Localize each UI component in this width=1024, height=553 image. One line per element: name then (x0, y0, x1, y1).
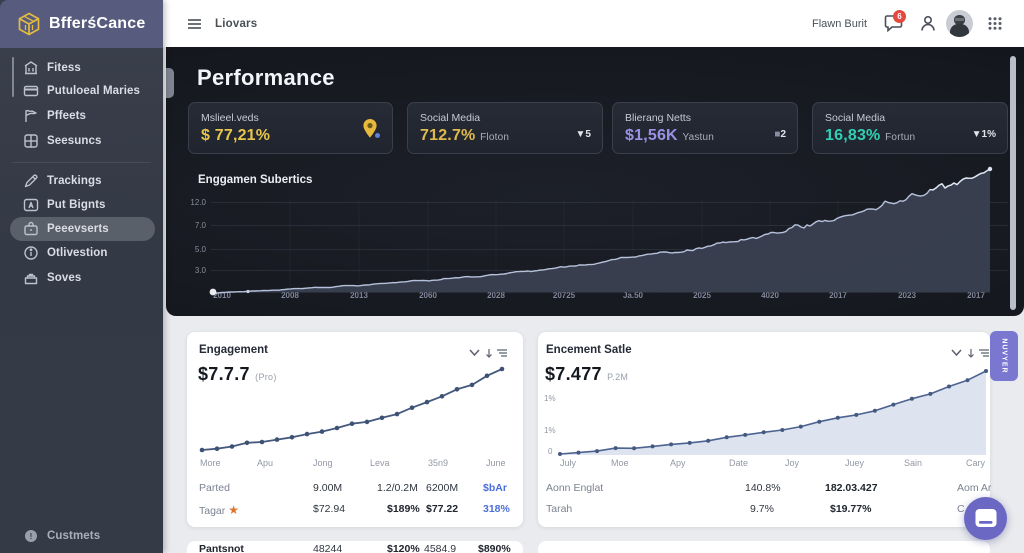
svg-text:!: ! (30, 532, 33, 541)
